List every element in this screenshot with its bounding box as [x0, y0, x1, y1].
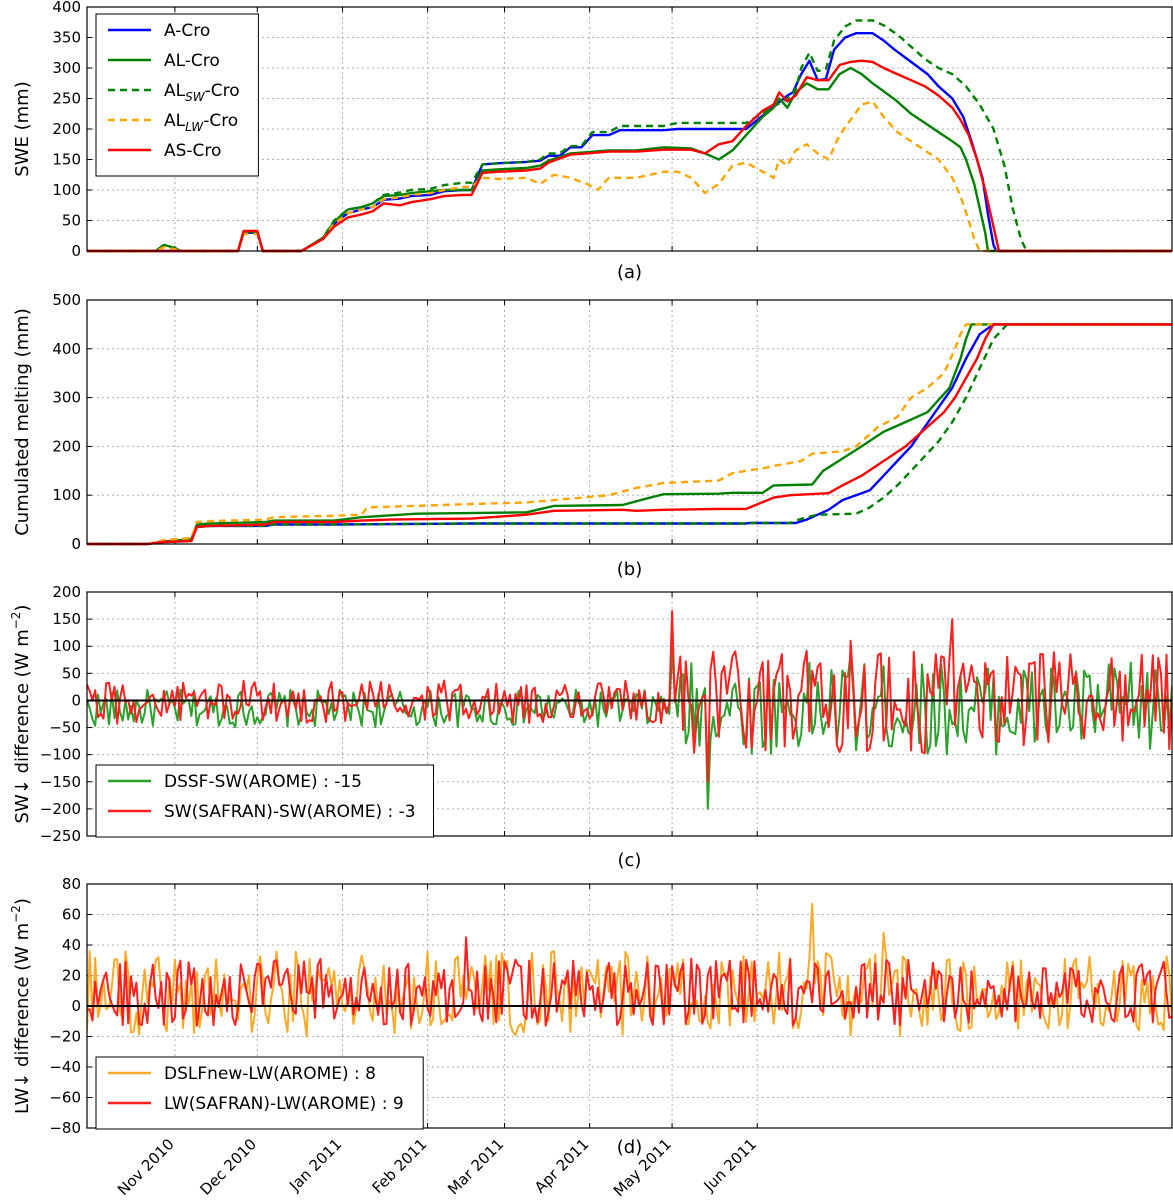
y-tick-label: 60 — [62, 906, 81, 924]
x-tick-label: Dec 2010 — [197, 1135, 261, 1199]
x-tick-label: Nov 2010 — [114, 1135, 178, 1199]
y-tick-label: 0 — [71, 535, 81, 553]
y-tick-label: 80 — [62, 875, 81, 893]
y-tick-label: 40 — [62, 936, 81, 954]
y-axis-label-superscript: −2 — [9, 905, 23, 923]
y-axis-label-close: ) — [12, 898, 33, 905]
panel-a-swe: 0 50 100 150 200 250 300 350 400 SWE (mm) (a) A-Cro… — [12, 0, 1173, 283]
legend-box — [95, 1056, 424, 1130]
legend-suffix: -Cro — [205, 81, 240, 101]
x-tick-label: Apr 2011 — [531, 1135, 592, 1196]
legend-label: DSLFnew-LW(AROME) : 8 — [164, 1064, 376, 1084]
legend-subscript: LW — [185, 120, 204, 134]
y-tick-label: −100 — [40, 746, 81, 764]
x-axis-date-labels: Nov 2010 Dec 2010 Jan 2011 Feb 2011 Mar 2011… — [114, 1135, 760, 1200]
y-tick-label: 50 — [62, 212, 81, 230]
series-line-2 — [87, 323, 1172, 546]
series-line-4 — [87, 323, 1172, 546]
y-tick-label: −50 — [49, 719, 81, 737]
legend-label: AL-Cro — [164, 51, 220, 71]
series-line-1 — [87, 936, 1172, 1027]
y-tick-label: 300 — [52, 59, 81, 77]
y-tick-label: 400 — [52, 340, 81, 358]
y-tick-label: 150 — [52, 610, 81, 628]
y-tick-label: −200 — [40, 800, 81, 818]
y-tick-label: 50 — [62, 664, 81, 682]
plot-frame — [86, 883, 1173, 1129]
y-tick-label: 350 — [52, 29, 81, 47]
plot-area — [87, 902, 1172, 1038]
y-axis-label: SWE (mm) — [12, 81, 33, 176]
panel-caption: (d) — [617, 1137, 642, 1158]
y-tick-label: −60 — [49, 1089, 81, 1107]
y-tick-label: 0 — [71, 691, 81, 709]
panel-d-lw-difference: −80 −60 −40 −20 0 20 40 60 80 LW↓ difference (W m… — [9, 875, 1173, 1158]
legend-subscript: SW — [185, 90, 206, 104]
y-axis-label: SW↓ difference (W m−2) — [9, 605, 33, 824]
y-tick-label: 100 — [52, 637, 81, 655]
series-line-0 — [87, 902, 1172, 1038]
y-tick-label: 100 — [52, 486, 81, 504]
legend-label: SW(SAFRAN)-SW(AROME) : -3 — [164, 802, 416, 822]
series-line-1 — [87, 610, 1172, 783]
y-axis-label: Cumulated melting (mm) — [12, 308, 33, 536]
y-tick-label: −250 — [40, 827, 81, 845]
series-line-3 — [87, 323, 1172, 546]
plot-frame — [86, 299, 1173, 545]
y-tick-label: 400 — [52, 0, 81, 16]
plot-frame — [86, 6, 1173, 252]
legend-label: ALLW-Cro — [164, 111, 238, 134]
y-axis-label-close: ) — [12, 605, 33, 612]
legend-label: DSSF-SW(AROME) : -15 — [164, 772, 362, 792]
plot-frame — [86, 591, 1173, 837]
y-tick-label: 500 — [52, 291, 81, 309]
y-tick-label: 0 — [71, 242, 81, 260]
y-tick-label: 100 — [52, 181, 81, 199]
legend-box — [95, 764, 434, 838]
x-tick-label: Mar 2011 — [444, 1135, 507, 1198]
legend-suffix: -Cro — [203, 111, 238, 131]
y-tick-label: −80 — [49, 1119, 81, 1137]
x-tick-label: Jan 2011 — [285, 1135, 345, 1195]
panel-b-cumulated-melting: 0 100 200 300 400 500 Cumulated melting (mm) (b… — [12, 291, 1173, 580]
y-tick-label: 0 — [71, 997, 81, 1015]
y-axis-label: LW↓ difference (W m−2) — [9, 898, 33, 1114]
legend-label: AS-Cro — [164, 141, 221, 161]
y-tick-label: 300 — [52, 389, 81, 407]
y-axis-label-superscript: −2 — [9, 612, 23, 630]
series-line-1 — [87, 323, 1172, 546]
y-tick-label: 200 — [52, 437, 81, 455]
x-tick-label: Feb 2011 — [369, 1135, 431, 1197]
panel-c-sw-difference: −250 −200 −150 −100 −50 0 50 100 150 200 SW↓ diffe… — [9, 583, 1173, 871]
y-tick-label: −150 — [40, 773, 81, 791]
legend-label: A-Cro — [164, 21, 210, 41]
panel-caption: (a) — [617, 262, 642, 283]
panel-caption: (c) — [618, 850, 642, 871]
x-tick-label: Jun 2011 — [700, 1135, 760, 1195]
y-tick-label: 20 — [62, 967, 81, 985]
legend-label: LW(SAFRAN)-LW(AROME) : 9 — [164, 1094, 404, 1114]
y-tick-label: 150 — [52, 151, 81, 169]
y-tick-label: 200 — [52, 583, 81, 601]
legend-label: ALSW-Cro — [164, 81, 240, 104]
series-line-4 — [87, 59, 1172, 253]
y-tick-label: −20 — [49, 1028, 81, 1046]
y-tick-label: −40 — [49, 1058, 81, 1076]
y-tick-label: 250 — [52, 90, 81, 108]
y-tick-label: 200 — [52, 120, 81, 138]
panel-caption: (b) — [617, 559, 642, 580]
